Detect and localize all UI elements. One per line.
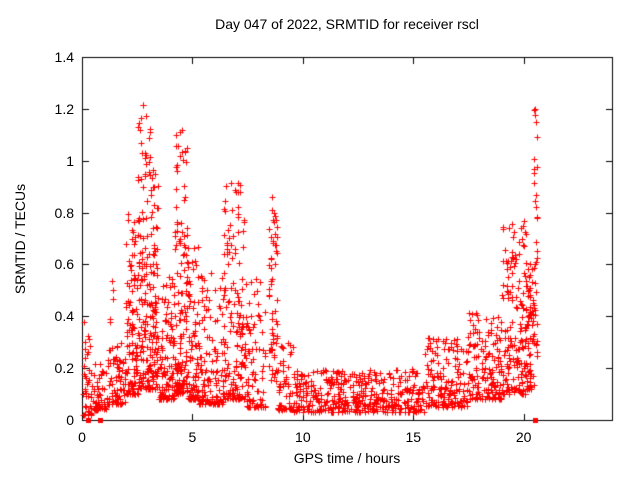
x-tick-label: 20 bbox=[515, 429, 532, 445]
y-tick-label: 0.6 bbox=[54, 256, 74, 273]
y-tick-label: 0.8 bbox=[54, 204, 74, 221]
y-axis-label: SRMTID / TECUs bbox=[12, 183, 28, 295]
chart-title: Day 047 of 2022, SRMTID for receiver rsc… bbox=[215, 16, 479, 32]
y-tick-label: 1 bbox=[66, 152, 74, 169]
y-tick-label: 0.4 bbox=[54, 308, 74, 325]
x-axis-label: GPS time / hours bbox=[293, 450, 401, 466]
y-tick-label: 0.2 bbox=[54, 360, 74, 377]
y-tick-label: 1.4 bbox=[54, 49, 74, 65]
y-tick-label: 0 bbox=[66, 412, 74, 428]
x-tick-label: 10 bbox=[295, 429, 311, 445]
x-tick-label: 5 bbox=[188, 429, 197, 445]
x-tick-label: 15 bbox=[405, 429, 422, 445]
y-tick-label: 1.2 bbox=[54, 100, 74, 117]
x-tick-label: 0 bbox=[78, 429, 86, 445]
